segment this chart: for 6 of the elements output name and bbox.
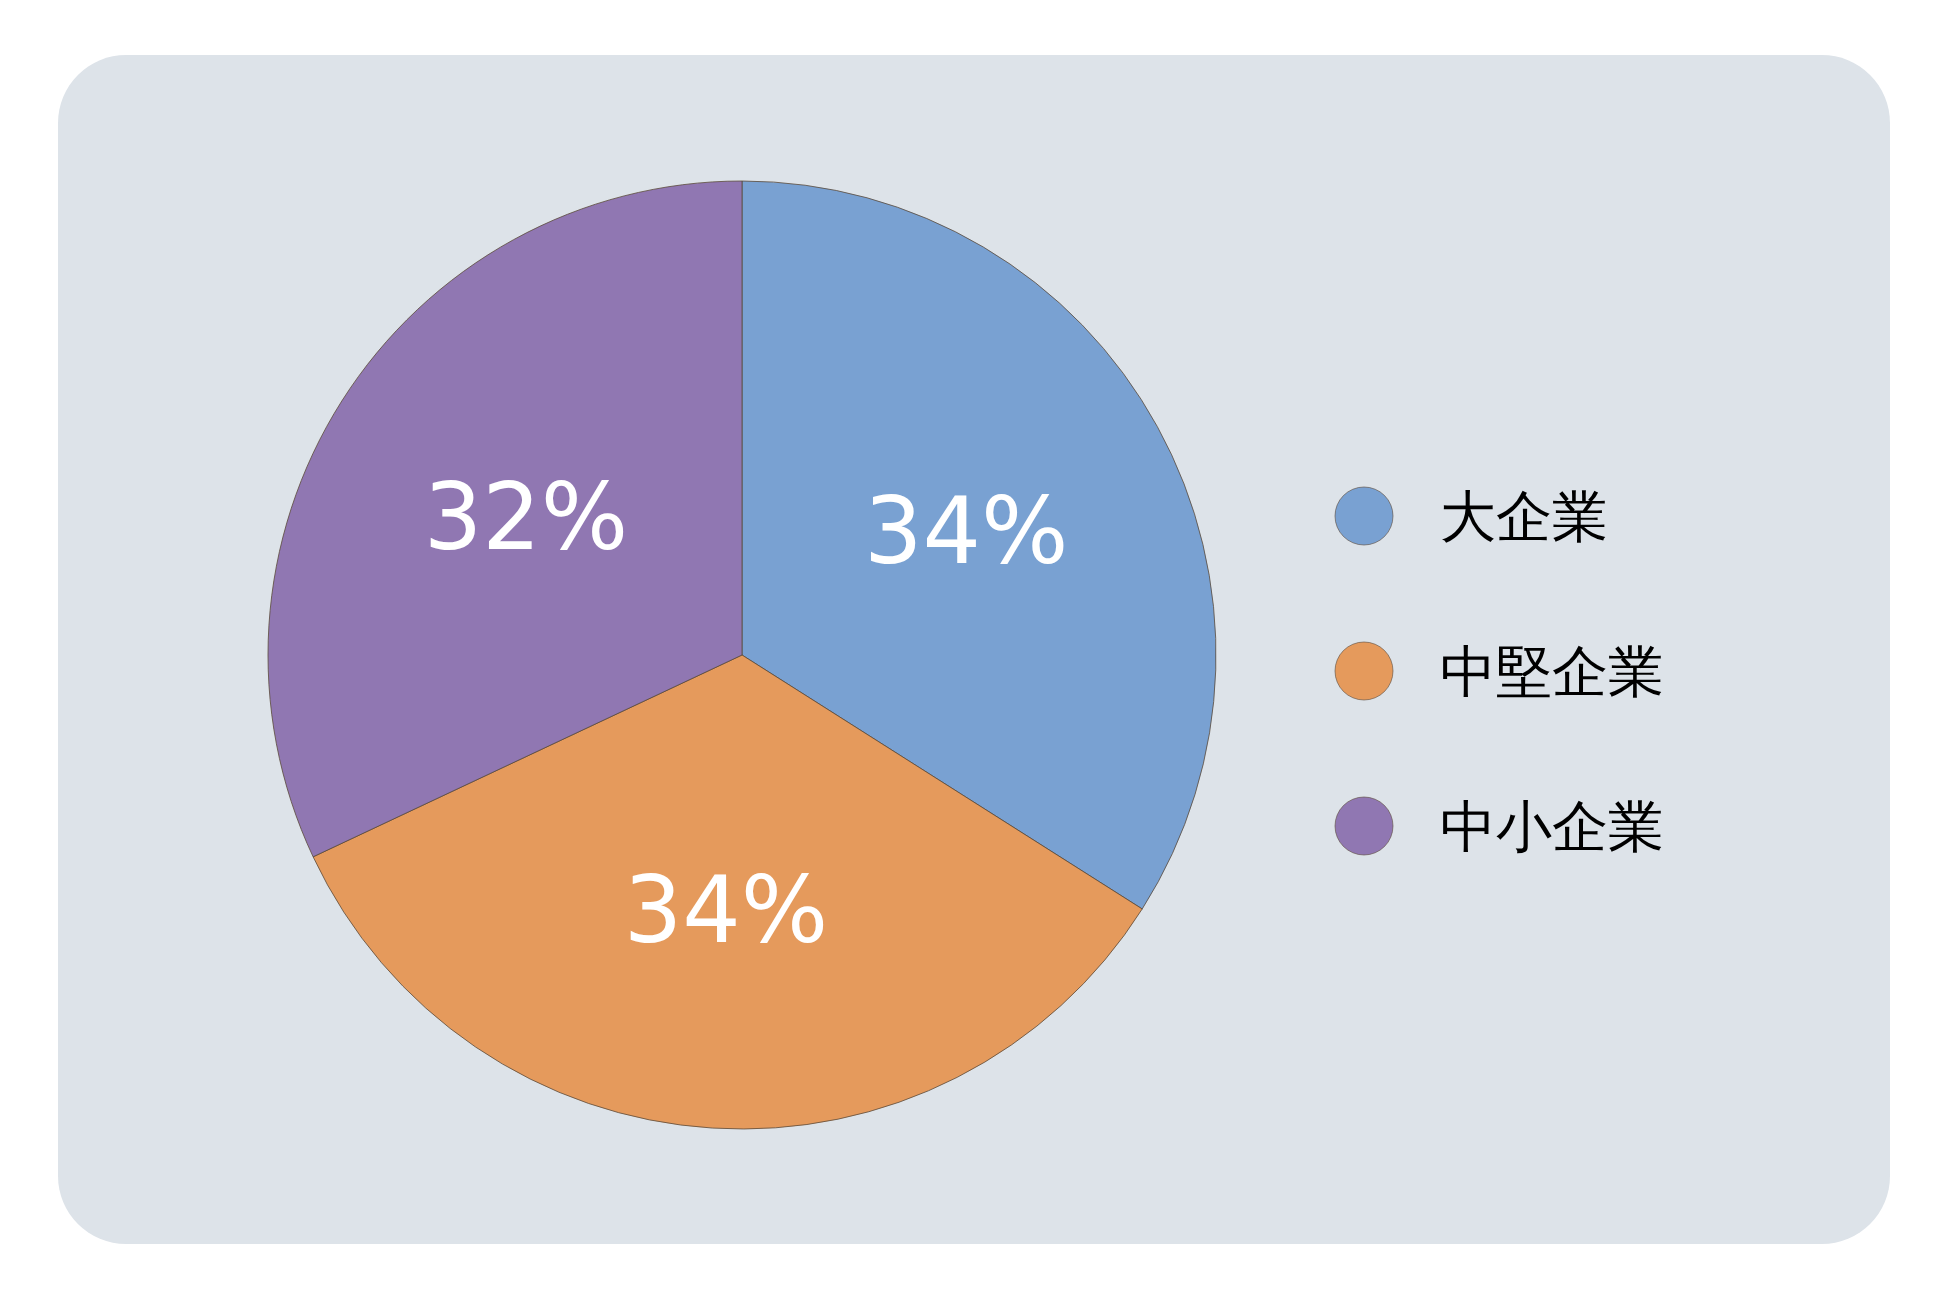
data-label: 34% <box>864 478 1069 586</box>
data-label: 32% <box>423 464 629 572</box>
data-label: 34% <box>623 856 829 964</box>
legend-label: 中小企業 <box>1440 793 1664 859</box>
legend-label: 大企業 <box>1440 483 1608 549</box>
legend-label: 中堅企業 <box>1440 638 1664 704</box>
